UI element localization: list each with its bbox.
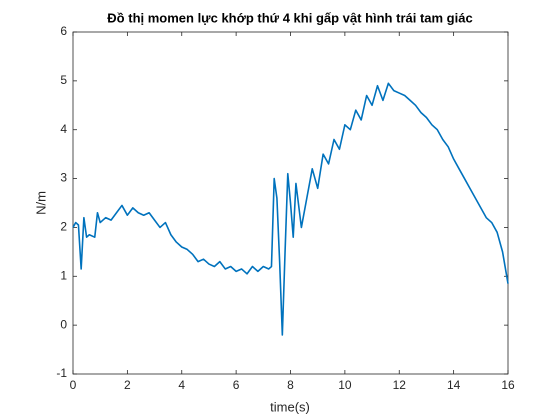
line [72, 82, 509, 336]
y-tick-label: 4 [60, 122, 67, 136]
chart-title: Đồ thị momen lực khớp thứ 4 khi gấp vật … [107, 10, 472, 25]
y-tick-label: 3 [60, 171, 67, 185]
y-tick-label: 0 [60, 317, 67, 331]
x-tick-label: 2 [124, 378, 131, 392]
x-tick-label: 14 [447, 378, 461, 392]
x-tick-label: 16 [501, 378, 515, 392]
y-tick-label: -1 [56, 366, 67, 380]
y-tick-label: 1 [60, 268, 67, 282]
x-tick-label: 6 [233, 378, 240, 392]
x-tick-label: 10 [338, 378, 352, 392]
y-tick-label: 5 [60, 73, 67, 87]
x-axis-label: time(s) [270, 399, 310, 414]
x-tick-label: 0 [70, 378, 77, 392]
x-tick-label: 4 [178, 378, 185, 392]
y-tick-label: 6 [60, 24, 67, 38]
y-axis-label: N/m [33, 191, 48, 215]
x-tick-label: 8 [287, 378, 294, 392]
y-tick-label: 2 [60, 220, 67, 234]
x-tick-label: 12 [393, 378, 407, 392]
